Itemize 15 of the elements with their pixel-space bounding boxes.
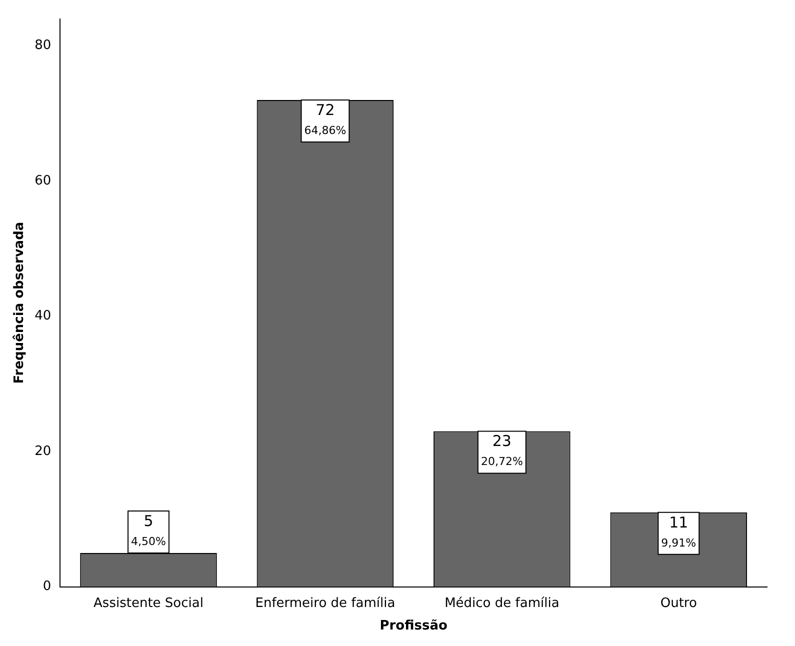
x-tick-label: Médico de família: [444, 596, 560, 611]
data-label: 72 64,86%: [304, 100, 346, 137]
data-label: 5 4,50%: [131, 512, 166, 548]
y-tick-label: 60: [34, 173, 52, 188]
y-tick-label: 80: [34, 38, 52, 54]
y-tick-label: 20: [34, 444, 52, 459]
x-tick-label: Outro: [660, 596, 697, 611]
x-tick-label: Enfermeiro de família: [255, 596, 396, 611]
x-axis-title: Profissão: [380, 618, 448, 634]
x-tick-label: Assistente Social: [94, 596, 204, 611]
y-tick-label: 40: [34, 308, 52, 324]
y-axis-title: Frequência observada: [12, 222, 28, 384]
data-label: 23 20,72%: [480, 432, 523, 468]
y-tick-label: 0: [42, 579, 52, 594]
data-label: 11 9,91%: [661, 513, 696, 550]
